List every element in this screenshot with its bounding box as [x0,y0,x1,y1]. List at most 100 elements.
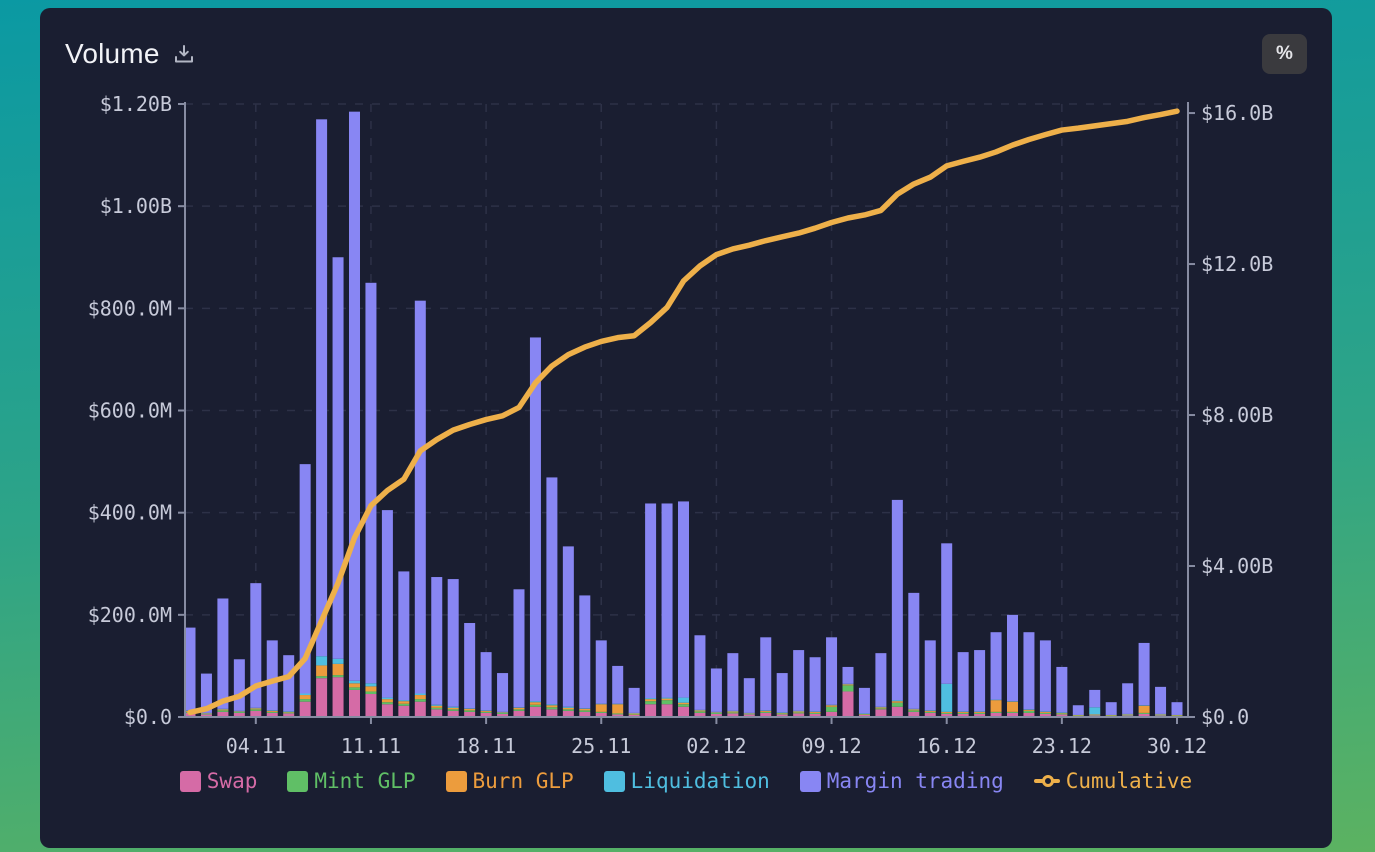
legend-label: Mint GLP [314,769,416,793]
legend-label: Burn GLP [472,769,574,793]
bar-stack [414,300,426,717]
bar-stack [776,673,788,717]
bar-stack [381,510,393,717]
card-header: Volume % [65,30,1307,78]
right-axis-tick-label: $0.0 [1201,705,1249,729]
bar-stack [809,657,821,717]
page-title: Volume [65,38,160,69]
legend-swatch [179,770,201,792]
bar-stack [793,650,805,717]
bar-stack [710,668,722,717]
bar-stack [233,659,245,717]
legend-item-burn-glp[interactable]: Burn GLP [445,769,574,793]
bar-stack [283,655,295,717]
legend-label: Liquidation [630,769,770,793]
right-axis-tick-label: $8.00B [1201,403,1273,427]
x-axis-tick-label: 02.12 [686,734,746,758]
legend-item-cumulative[interactable]: Cumulative [1033,769,1193,793]
bar-stack [875,653,887,717]
bar-stack [891,499,903,717]
bar-stack [842,666,854,717]
legend-label: Cumulative [1065,769,1193,793]
bar-stack [1105,702,1117,717]
right-axis-tick-label: $4.00B [1201,554,1273,578]
left-axis-tick-label: $1.20B [100,92,172,116]
bar-stack [595,640,607,717]
bar-stack [1089,689,1101,717]
left-axis-tick-label: $400.0M [88,501,172,525]
bar-stack [464,623,476,717]
bar-stack [1122,683,1134,717]
bar-stack [431,577,443,717]
bar-stack [908,592,920,717]
bar-stack [694,635,706,717]
x-axis-tick-label: 30.12 [1147,734,1207,758]
bar-stack [743,678,755,717]
bar-stack [941,543,953,717]
bar-stack [266,640,278,717]
legend-item-liquidation[interactable]: Liquidation [603,769,770,793]
bar-stack [316,119,328,717]
bar-stack [529,337,541,717]
legend: Swap Mint GLP Burn GLP Liquidation Margin tr… [40,769,1332,793]
bar-stack [497,673,509,717]
bar-stack [727,653,739,717]
axes [178,102,1195,724]
legend-item-margin-trading[interactable]: Margin trading [799,769,1004,793]
legend-label: Swap [206,769,258,793]
x-axis-tick-label: 11.11 [341,734,401,758]
x-axis-tick-label: 23.12 [1032,734,1092,758]
left-axis-tick-label: $1.00B [100,194,172,218]
bar-stack [612,665,624,717]
download-icon[interactable] [172,42,196,66]
bar-stack [628,687,640,717]
bar-stack [1072,705,1084,717]
bar-stack [1155,686,1167,717]
bar-stack [332,257,344,717]
bar-stack [1039,640,1051,717]
bar-stack [200,673,212,717]
bar-stack [349,111,360,717]
bar-stack [645,503,657,717]
bar-stack [826,637,838,717]
legend-swatch [287,770,309,792]
left-axis-tick-label: $600.0M [88,399,172,423]
title-wrap: Volume [65,38,196,70]
bars-group [184,111,1183,717]
x-axis-tick-label: 25.11 [571,734,631,758]
bar-stack [365,282,377,717]
x-axis-tick-label: 18.11 [456,734,516,758]
cumulative-line [187,108,1180,716]
volume-chart: $0.0 $200.0M $400.0M $600.0M $800.0M $1.00B $1… [88,92,1274,758]
bar-stack [398,571,410,717]
left-axis-tick-label: $200.0M [88,603,172,627]
x-axis-tick-label: 09.12 [801,734,861,758]
legend-item-mint-glp[interactable]: Mint GLP [287,769,416,793]
bar-stack [299,464,311,717]
bar-stack [184,627,196,717]
bar-stack [562,546,574,717]
bar-stack [250,583,262,717]
grid-lines [185,103,1188,717]
percent-toggle-button[interactable]: % [1262,34,1307,74]
volume-card: Volume % $0.0 $200.0M $400.0M $600.0M $800.0… [40,8,1332,848]
bar-stack [480,652,492,717]
bar-stack [957,652,969,717]
bar-stack [579,595,591,717]
bar-stack [546,477,558,717]
bar-stack [513,589,525,717]
bar-stack [1138,642,1150,717]
x-axis-tick-label: 04.11 [226,734,286,758]
right-axis-tick-label: $16.0B [1201,101,1273,125]
legend-line-marker [1033,775,1060,787]
bar-stack [924,640,936,717]
legend-swatch [603,770,625,792]
legend-swatch [799,770,821,792]
left-axis-tick-label: $800.0M [88,296,172,320]
bar-stack [447,579,459,717]
legend-item-swap[interactable]: Swap [179,769,258,793]
bar-stack [678,501,689,717]
bar-stack [217,598,229,717]
bar-stack [1023,632,1035,717]
